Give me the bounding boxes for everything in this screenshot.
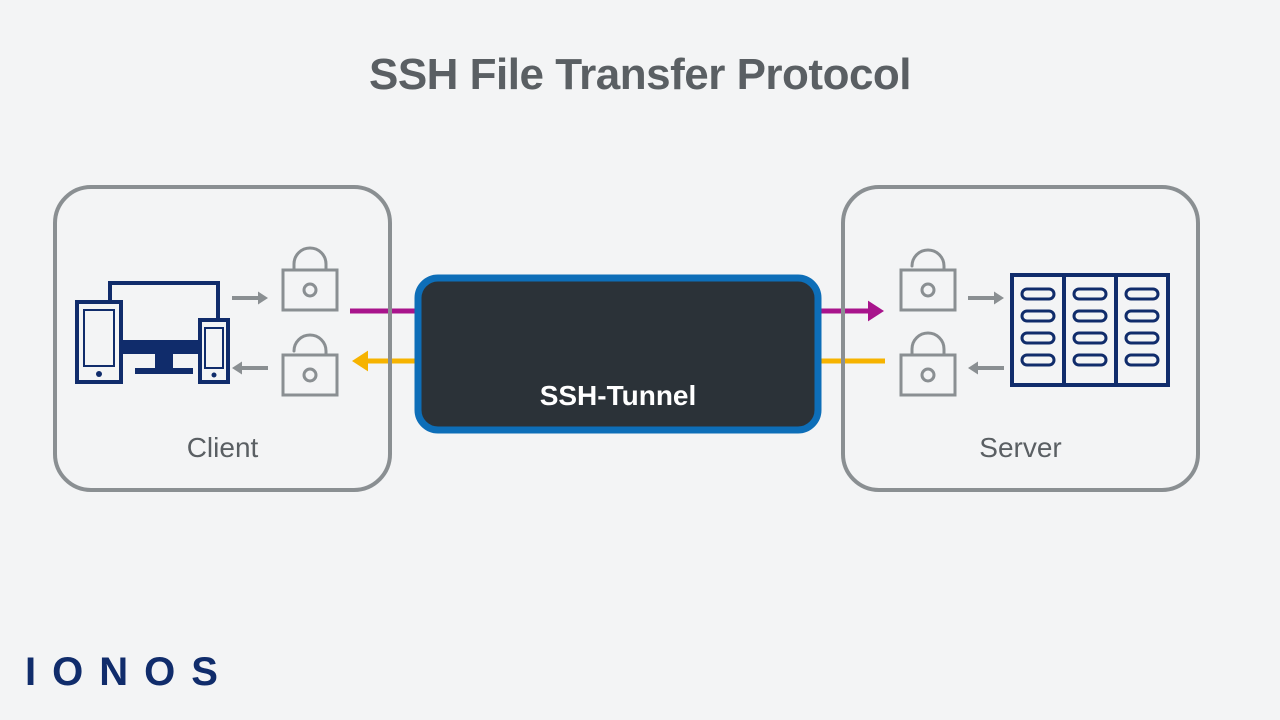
server-label: Server	[843, 432, 1198, 464]
diagram-canvas: SSH File Transfer Protocol Client Server…	[0, 0, 1280, 720]
ionos-logo: IONOS	[25, 650, 234, 695]
diagram-title: SSH File Transfer Protocol	[0, 50, 1280, 100]
diagram-svg	[0, 0, 1280, 720]
client-label: Client	[55, 432, 390, 464]
ssh-tunnel-label: SSH-Tunnel	[418, 380, 818, 412]
